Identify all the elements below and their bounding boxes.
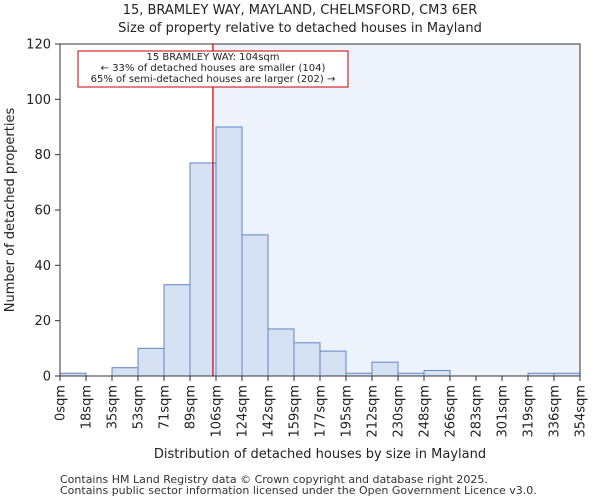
footer-licence: Contains public sector information licen… bbox=[60, 484, 537, 497]
bars-group bbox=[59, 126, 581, 377]
y-axis-label: Number of detached properties bbox=[3, 108, 18, 313]
x-tick-label: 248sqm bbox=[418, 385, 433, 438]
x-tick-label: 336sqm bbox=[548, 385, 563, 438]
x-tick-label: 53sqm bbox=[132, 385, 147, 429]
x-tick-label: 319sqm bbox=[522, 385, 537, 438]
bar-106sqm bbox=[215, 126, 243, 377]
x-tick-label: 354sqm bbox=[574, 385, 589, 438]
x-axis-label: Distribution of detached houses by size … bbox=[154, 447, 486, 462]
x-tick-label: 0sqm bbox=[54, 385, 69, 421]
x-tick-label: 283sqm bbox=[470, 385, 485, 438]
x-tick-label: 195sqm bbox=[340, 385, 355, 438]
x-tick-label: 212sqm bbox=[366, 385, 381, 438]
x-tick-label: 106sqm bbox=[210, 385, 225, 438]
footer-copyright: Contains HM Land Registry data © Crown c… bbox=[60, 473, 488, 486]
x-tick-label: 177sqm bbox=[314, 385, 329, 438]
chart-title-line-1: 15, BRAMLEY WAY, MAYLAND, CHELMSFORD, CM… bbox=[122, 3, 478, 18]
x-tick-label: 230sqm bbox=[392, 385, 407, 438]
bar-71sqm bbox=[163, 284, 191, 377]
annotation-box bbox=[77, 50, 349, 88]
x-tick-label: 89sqm bbox=[184, 385, 199, 429]
highlight-region bbox=[212, 44, 581, 376]
chart-title-line-2: Size of property relative to detached ho… bbox=[118, 21, 482, 36]
y-tick-label: 40 bbox=[34, 259, 51, 274]
y-tick-label: 20 bbox=[34, 314, 51, 329]
bar-177sqm bbox=[319, 350, 347, 377]
y-tick-label: 60 bbox=[34, 204, 51, 219]
x-tick-label: 18sqm bbox=[80, 385, 95, 429]
bar-159sqm bbox=[293, 342, 321, 377]
plot-frame bbox=[59, 43, 581, 377]
bar-89sqm bbox=[189, 162, 217, 377]
annotation-line-3: 65% of semi-detached houses are larger (… bbox=[90, 74, 336, 85]
x-tick-label: 266sqm bbox=[444, 385, 459, 438]
x-tick-label: 159sqm bbox=[288, 385, 303, 438]
x-tick-label: 301sqm bbox=[496, 385, 511, 438]
bar-53sqm bbox=[137, 347, 165, 377]
x-tick-label: 35sqm bbox=[106, 385, 121, 429]
bar-35sqm bbox=[111, 367, 139, 377]
annotation-line-2: ← 33% of detached houses are smaller (10… bbox=[100, 63, 326, 74]
annotation-line-1: 15 BRAMLEY WAY: 104sqm bbox=[146, 52, 280, 63]
y-tick-label: 0 bbox=[43, 370, 51, 385]
x-axis: 0sqm 18sqm 35sqm 53sqm 71sqm 89sqm 106sqm 124sq… bbox=[54, 376, 589, 438]
y-tick-label: 100 bbox=[26, 93, 51, 108]
bar-248sqm bbox=[423, 369, 451, 377]
x-tick-label: 124sqm bbox=[236, 385, 251, 438]
bar-212sqm bbox=[371, 361, 399, 377]
bar-124sqm bbox=[241, 234, 269, 377]
x-tick-label: 142sqm bbox=[262, 385, 277, 438]
y-axis: 0 20 40 60 80 100 120 bbox=[26, 38, 60, 385]
y-tick-label: 80 bbox=[34, 148, 51, 163]
y-tick-label: 120 bbox=[26, 38, 51, 53]
bar-142sqm bbox=[267, 328, 295, 377]
x-tick-label: 71sqm bbox=[158, 385, 173, 429]
